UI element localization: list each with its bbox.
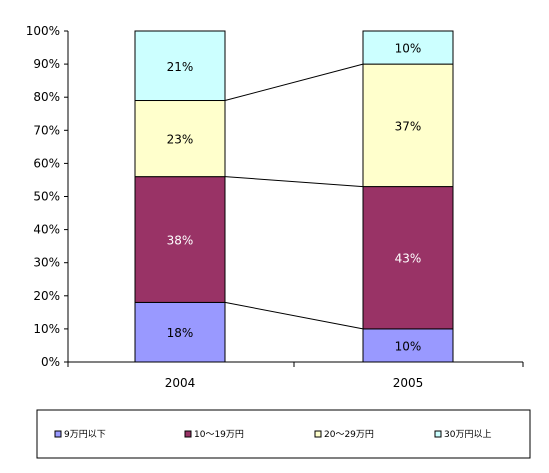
series-lines <box>224 63 364 330</box>
legend-swatch <box>54 430 62 438</box>
data-label: 43% <box>395 252 422 266</box>
x-tick-label: 2004 <box>165 376 196 390</box>
y-tick-label: 100% <box>26 24 60 38</box>
bar-segment <box>362 63 454 188</box>
x-tick-label: 2005 <box>393 376 424 390</box>
data-label: 37% <box>395 119 422 133</box>
bar-segment <box>134 176 226 303</box>
y-tick-label: 40% <box>33 223 60 237</box>
bars <box>134 30 454 363</box>
y-tick-label: 70% <box>33 123 60 137</box>
y-tick-label: 50% <box>33 190 60 204</box>
legend-swatch <box>434 430 442 438</box>
legend-label: 10～19万円 <box>194 429 244 440</box>
bar-segment <box>134 301 226 363</box>
y-tick-label: 10% <box>33 322 60 336</box>
y-tick-label: 20% <box>33 289 60 303</box>
legend-box <box>36 409 531 459</box>
y-tick-label: 80% <box>33 90 60 104</box>
series-line <box>224 63 364 101</box>
series-line <box>224 301 364 330</box>
bar-segment <box>134 100 226 178</box>
legend-swatch <box>184 430 192 438</box>
bar-segment <box>362 186 454 330</box>
y-tick-label: 90% <box>33 57 60 71</box>
legend-label: 20～29万円 <box>324 429 374 440</box>
axes: 0% 10% 20% 30% 40% 50% 60% 70% 80% 90% 100% 2004 200… <box>26 24 524 390</box>
y-tick-label: 0% <box>41 355 60 369</box>
data-label: 18% <box>167 326 194 340</box>
y-tick-label: 60% <box>33 156 60 170</box>
legend: 9万円以下 10～19万円 20～29万円 30万円以上 <box>36 409 531 459</box>
legend-label: 9万円以下 <box>64 429 106 440</box>
bar-segment <box>134 30 226 102</box>
series-line <box>224 176 364 188</box>
data-label: 10% <box>395 339 422 353</box>
data-label: 10% <box>395 42 422 56</box>
legend-swatch <box>314 430 322 438</box>
y-tick-label: 30% <box>33 256 60 270</box>
bar-segment <box>362 30 454 65</box>
data-labels: 18% 10% 38% 43% 23% 37% 21% 10% <box>167 42 422 354</box>
data-label: 23% <box>167 133 194 147</box>
data-label: 38% <box>167 234 194 248</box>
data-label: 21% <box>167 60 194 74</box>
legend-label: 30万円以上 <box>444 429 491 440</box>
